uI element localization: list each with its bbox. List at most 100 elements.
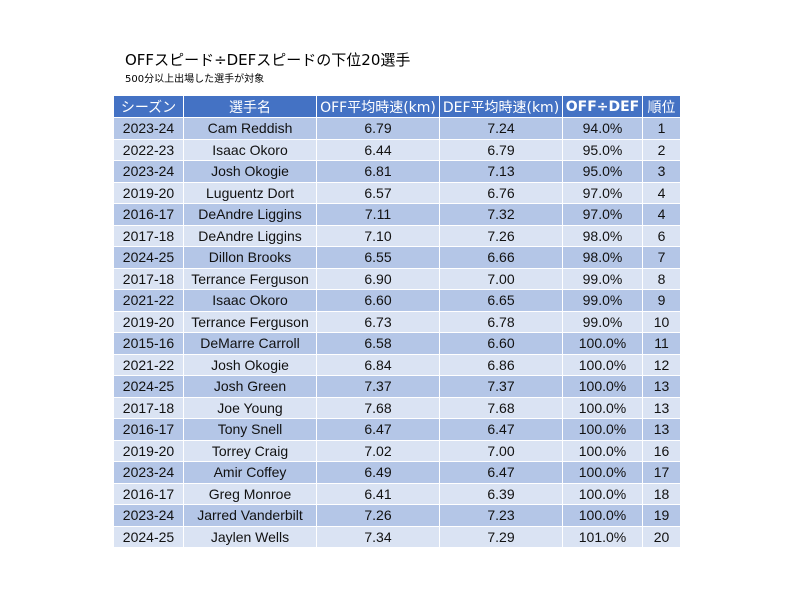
cell-ratio: 99.0% bbox=[562, 267, 643, 290]
cell-player: Dillon Brooks bbox=[183, 246, 317, 269]
cell-rank: 12 bbox=[642, 353, 681, 376]
table-row: 2019-20 Torrey Craig 7.02 7.00 100.0% 16 bbox=[113, 439, 681, 462]
cell-ratio: 100.0% bbox=[562, 332, 643, 355]
cell-off-speed: 6.49 bbox=[316, 461, 440, 484]
cell-def-speed: 7.00 bbox=[439, 267, 563, 290]
cell-player: Isaac Okoro bbox=[183, 289, 317, 312]
page-subtitle: 500分以上出場した選手が対象 bbox=[125, 74, 265, 85]
cell-player: Jaylen Wells bbox=[183, 525, 317, 548]
column-header-season: シーズン bbox=[113, 95, 184, 118]
table-row: 2019-20 Terrance Ferguson 6.73 6.78 99.0% 10 bbox=[113, 310, 681, 333]
table-row: 2023-24 Cam Reddish 6.79 7.24 94.0% 1 bbox=[113, 117, 681, 140]
cell-def-speed: 7.29 bbox=[439, 525, 563, 548]
column-header-ratio: OFF÷DEF bbox=[562, 95, 643, 118]
cell-off-speed: 7.26 bbox=[316, 504, 440, 527]
cell-season: 2022-23 bbox=[113, 138, 184, 161]
cell-ratio: 98.0% bbox=[562, 224, 643, 247]
cell-rank: 7 bbox=[642, 246, 681, 269]
table-row: 2021-22 Josh Okogie 6.84 6.86 100.0% 12 bbox=[113, 353, 681, 376]
cell-player: DeAndre Liggins bbox=[183, 224, 317, 247]
column-header-rank: 順位 bbox=[642, 95, 681, 118]
cell-off-speed: 7.11 bbox=[316, 203, 440, 226]
cell-rank: 13 bbox=[642, 375, 681, 398]
cell-player: Josh Okogie bbox=[183, 160, 317, 183]
column-header-off-speed: OFF平均時速(km) bbox=[316, 95, 440, 118]
cell-season: 2019-20 bbox=[113, 310, 184, 333]
cell-ratio: 101.0% bbox=[562, 525, 643, 548]
cell-off-speed: 7.37 bbox=[316, 375, 440, 398]
table-row: 2023-24 Josh Okogie 6.81 7.13 95.0% 3 bbox=[113, 160, 681, 183]
table-row: 2024-25 Jaylen Wells 7.34 7.29 101.0% 20 bbox=[113, 525, 681, 548]
cell-season: 2023-24 bbox=[113, 504, 184, 527]
cell-season: 2023-24 bbox=[113, 160, 184, 183]
cell-player: Jarred Vanderbilt bbox=[183, 504, 317, 527]
cell-off-speed: 6.81 bbox=[316, 160, 440, 183]
cell-ratio: 99.0% bbox=[562, 289, 643, 312]
cell-def-speed: 7.00 bbox=[439, 439, 563, 462]
cell-off-speed: 6.84 bbox=[316, 353, 440, 376]
cell-season: 2017-18 bbox=[113, 224, 184, 247]
table-row: 2023-24 Jarred Vanderbilt 7.26 7.23 100.0% 19 bbox=[113, 504, 681, 527]
cell-season: 2019-20 bbox=[113, 439, 184, 462]
table-body: 2023-24 Cam Reddish 6.79 7.24 94.0% 1 2022-23 I… bbox=[113, 117, 681, 548]
table-row: 2021-22 Isaac Okoro 6.60 6.65 99.0% 9 bbox=[113, 289, 681, 312]
cell-ratio: 100.0% bbox=[562, 353, 643, 376]
cell-season: 2023-24 bbox=[113, 461, 184, 484]
cell-off-speed: 7.68 bbox=[316, 396, 440, 419]
cell-season: 2017-18 bbox=[113, 267, 184, 290]
cell-off-speed: 6.55 bbox=[316, 246, 440, 269]
cell-def-speed: 7.24 bbox=[439, 117, 563, 140]
table-row: 2016-17 Greg Monroe 6.41 6.39 100.0% 18 bbox=[113, 482, 681, 505]
cell-rank: 13 bbox=[642, 396, 681, 419]
cell-rank: 8 bbox=[642, 267, 681, 290]
table-row: 2017-18 Joe Young 7.68 7.68 100.0% 13 bbox=[113, 396, 681, 419]
cell-off-speed: 7.34 bbox=[316, 525, 440, 548]
column-header-def-speed: DEF平均時速(km) bbox=[439, 95, 563, 118]
cell-player: Greg Monroe bbox=[183, 482, 317, 505]
cell-season: 2016-17 bbox=[113, 203, 184, 226]
table-header-row: シーズン 選手名 OFF平均時速(km) DEF平均時速(km) OFF÷DEF… bbox=[113, 95, 681, 118]
cell-off-speed: 6.41 bbox=[316, 482, 440, 505]
cell-def-speed: 7.32 bbox=[439, 203, 563, 226]
cell-def-speed: 6.79 bbox=[439, 138, 563, 161]
cell-def-speed: 7.68 bbox=[439, 396, 563, 419]
cell-ratio: 97.0% bbox=[562, 181, 643, 204]
cell-rank: 11 bbox=[642, 332, 681, 355]
cell-off-speed: 6.58 bbox=[316, 332, 440, 355]
cell-rank: 3 bbox=[642, 160, 681, 183]
table-row: 2019-20 Luguentz Dort 6.57 6.76 97.0% 4 bbox=[113, 181, 681, 204]
cell-season: 2021-22 bbox=[113, 353, 184, 376]
cell-ratio: 94.0% bbox=[562, 117, 643, 140]
cell-rank: 20 bbox=[642, 525, 681, 548]
column-header-player: 選手名 bbox=[183, 95, 317, 118]
cell-def-speed: 6.86 bbox=[439, 353, 563, 376]
cell-rank: 6 bbox=[642, 224, 681, 247]
cell-ratio: 99.0% bbox=[562, 310, 643, 333]
cell-off-speed: 6.79 bbox=[316, 117, 440, 140]
cell-player: Tony Snell bbox=[183, 418, 317, 441]
cell-rank: 2 bbox=[642, 138, 681, 161]
table-row: 2016-17 Tony Snell 6.47 6.47 100.0% 13 bbox=[113, 418, 681, 441]
cell-rank: 4 bbox=[642, 181, 681, 204]
cell-def-speed: 6.47 bbox=[439, 418, 563, 441]
cell-season: 2023-24 bbox=[113, 117, 184, 140]
cell-season: 2024-25 bbox=[113, 525, 184, 548]
cell-def-speed: 6.47 bbox=[439, 461, 563, 484]
cell-def-speed: 6.65 bbox=[439, 289, 563, 312]
cell-player: Amir Coffey bbox=[183, 461, 317, 484]
cell-player: Terrance Ferguson bbox=[183, 267, 317, 290]
cell-rank: 18 bbox=[642, 482, 681, 505]
cell-rank: 9 bbox=[642, 289, 681, 312]
cell-off-speed: 7.02 bbox=[316, 439, 440, 462]
cell-player: Josh Green bbox=[183, 375, 317, 398]
cell-ratio: 97.0% bbox=[562, 203, 643, 226]
cell-off-speed: 6.90 bbox=[316, 267, 440, 290]
cell-ratio: 100.0% bbox=[562, 375, 643, 398]
cell-player: Josh Okogie bbox=[183, 353, 317, 376]
cell-ratio: 100.0% bbox=[562, 461, 643, 484]
cell-rank: 10 bbox=[642, 310, 681, 333]
table-row: 2017-18 DeAndre Liggins 7.10 7.26 98.0% 6 bbox=[113, 224, 681, 247]
cell-rank: 13 bbox=[642, 418, 681, 441]
cell-player: Cam Reddish bbox=[183, 117, 317, 140]
cell-player: Isaac Okoro bbox=[183, 138, 317, 161]
